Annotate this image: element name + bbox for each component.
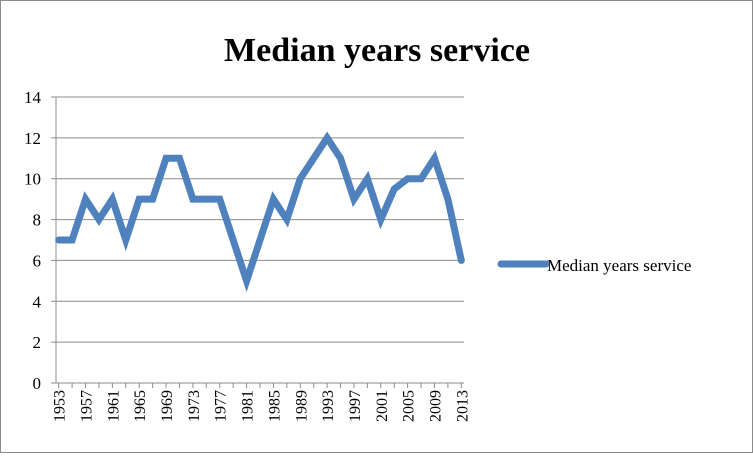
chart-title: Median years service <box>224 32 530 69</box>
series-lines <box>55 131 465 293</box>
y-tick-label-14: 14 <box>24 88 42 107</box>
x-tick-label-1985: 1985 <box>266 390 283 422</box>
x-tick-label-1957: 1957 <box>79 390 96 422</box>
series-line-0 <box>55 131 465 293</box>
x-tick-label-2001: 2001 <box>374 390 391 422</box>
axes <box>51 96 464 388</box>
x-tick-label-1989: 1989 <box>293 390 310 422</box>
x-tick-label-2013: 2013 <box>454 390 471 422</box>
x-tick-label-1993: 1993 <box>320 390 337 422</box>
x-tick-label-1981: 1981 <box>240 390 257 422</box>
x-tick-label-1973: 1973 <box>186 390 203 422</box>
gridlines <box>56 96 464 343</box>
legend-label-median-years-service: Median years service <box>547 256 691 275</box>
x-tick-label-2009: 2009 <box>427 390 444 422</box>
x-tick-label-1961: 1961 <box>105 390 122 422</box>
x-tick-label-1977: 1977 <box>213 390 230 422</box>
y-tick-label-12: 12 <box>24 129 41 148</box>
y-tick-label-8: 8 <box>33 211 42 230</box>
y-axis-tick-labels: 0 2 4 6 8 10 12 14 <box>24 88 42 393</box>
y-tick-label-2: 2 <box>33 333 42 352</box>
x-tick-label-1953: 1953 <box>52 390 69 422</box>
x-axis-tick-labels: 1953 1957 1961 1965 1969 1973 1977 1981 1985 1989… <box>52 390 472 422</box>
legend: Median years service <box>497 256 691 275</box>
y-tick-label-6: 6 <box>33 251 42 270</box>
x-tick-label-1965: 1965 <box>132 390 149 422</box>
y-tick-label-0: 0 <box>33 374 42 393</box>
x-tick-label-1969: 1969 <box>159 390 176 422</box>
x-tick-label-2005: 2005 <box>401 390 418 422</box>
y-tick-label-4: 4 <box>33 292 42 311</box>
x-tick-label-1997: 1997 <box>347 390 364 422</box>
y-tick-label-10: 10 <box>24 170 41 189</box>
